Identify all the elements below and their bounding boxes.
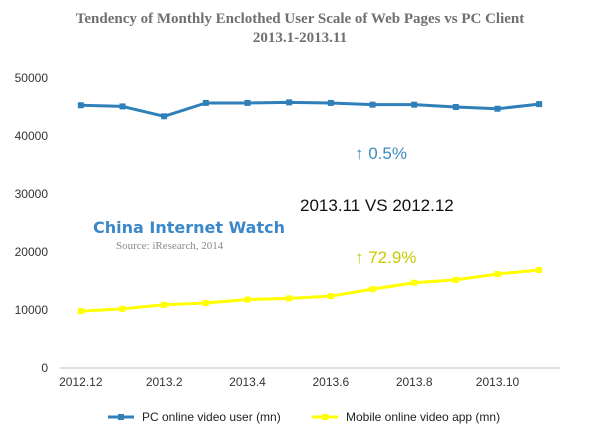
x-tick-label: 2013.10	[476, 375, 520, 389]
legend-item: Mobile online video app (mn)	[312, 410, 500, 424]
chart-legend: PC online video user (mn) Mobile online v…	[108, 410, 500, 424]
data-point	[244, 99, 251, 106]
y-axis-ticks: 0 10000 20000 30000 40000 50000	[15, 71, 49, 375]
data-point	[202, 99, 209, 106]
x-tick-label: 2013.8	[396, 375, 433, 389]
x-tick-label: 2012.12	[59, 375, 103, 389]
data-point	[536, 266, 543, 273]
x-tick-label: 2013.2	[146, 375, 183, 389]
data-point	[411, 279, 418, 286]
y-tick-label: 40000	[15, 129, 49, 143]
data-point	[286, 295, 293, 302]
data-point	[494, 105, 501, 112]
series-line	[80, 268, 540, 313]
y-tick-label: 10000	[15, 303, 49, 317]
legend-item: PC online video user (mn)	[108, 410, 281, 424]
data-point	[119, 103, 126, 110]
data-point	[411, 101, 418, 108]
chart-title: Tendency of Monthly Enclothed User Scale…	[75, 11, 525, 27]
y-tick-label: 0	[41, 361, 48, 375]
data-point	[77, 102, 84, 109]
data-point	[244, 296, 251, 303]
data-point	[452, 276, 459, 283]
watermark: China Internet Watch	[93, 218, 285, 237]
data-point	[536, 101, 543, 108]
chart-subtitle: 2013.1-2013.11	[252, 30, 348, 46]
series-line	[80, 100, 540, 118]
data-point	[369, 286, 376, 293]
comparison-annotation: 2013.11 VS 2012.12	[300, 196, 454, 215]
legend-label: Mobile online video app (mn)	[346, 410, 500, 424]
x-tick-label: 2013.6	[312, 375, 349, 389]
data-point	[452, 104, 459, 110]
x-tick-label: 2013.4	[229, 375, 266, 389]
data-point	[369, 101, 376, 108]
x-axis-ticks: 2012.12 2013.2 2013.4 2013.6 2013.8 2013.10	[59, 375, 519, 389]
y-tick-label: 30000	[15, 187, 49, 201]
chart-series	[77, 99, 543, 315]
legend-marker	[322, 414, 328, 420]
series-mobile-online-video-app	[77, 266, 543, 315]
y-tick-label: 50000	[15, 71, 49, 85]
legend-marker	[118, 414, 124, 420]
data-point	[327, 99, 334, 106]
data-point	[327, 293, 334, 300]
series-pc-online-video-user	[77, 99, 543, 120]
pc-change-annotation: ↑ 0.5%	[355, 144, 407, 163]
data-point	[494, 271, 501, 278]
legend-label: PC online video user (mn)	[142, 410, 281, 424]
data-point	[161, 301, 168, 308]
mobile-change-annotation: ↑ 72.9%	[355, 248, 416, 267]
data-point	[286, 99, 293, 106]
data-point	[161, 113, 168, 120]
y-tick-label: 20000	[15, 245, 49, 259]
data-point	[202, 300, 209, 307]
source-note: Source: iResearch, 2014	[116, 240, 224, 252]
data-point	[119, 305, 126, 312]
data-point	[77, 308, 84, 315]
